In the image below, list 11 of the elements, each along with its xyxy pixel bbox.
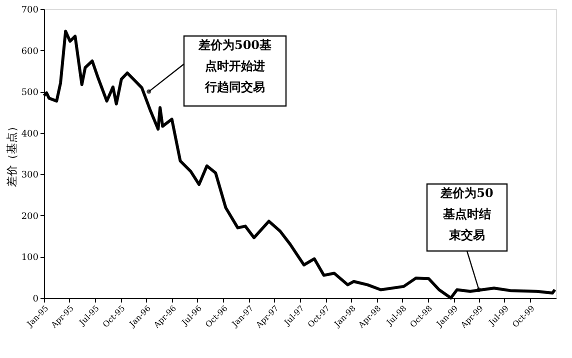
y-axis-title: 差价（基点）	[5, 121, 18, 187]
y-tick-label: 600	[21, 46, 39, 57]
y-tick-label: 400	[21, 129, 39, 140]
y-tick-label: 700	[21, 6, 39, 16]
y-tick-label: 100	[21, 253, 39, 264]
y-tick-label: 500	[21, 88, 39, 98]
y-tick-label: 0	[32, 294, 39, 304]
annotation: 差价为50基点时结束交易	[440, 186, 494, 242]
annotation: 差价为500基点时开始进行趋同交易	[197, 38, 272, 94]
y-tick-label: 300	[21, 170, 39, 181]
y-tick-label: 200	[21, 212, 39, 222]
